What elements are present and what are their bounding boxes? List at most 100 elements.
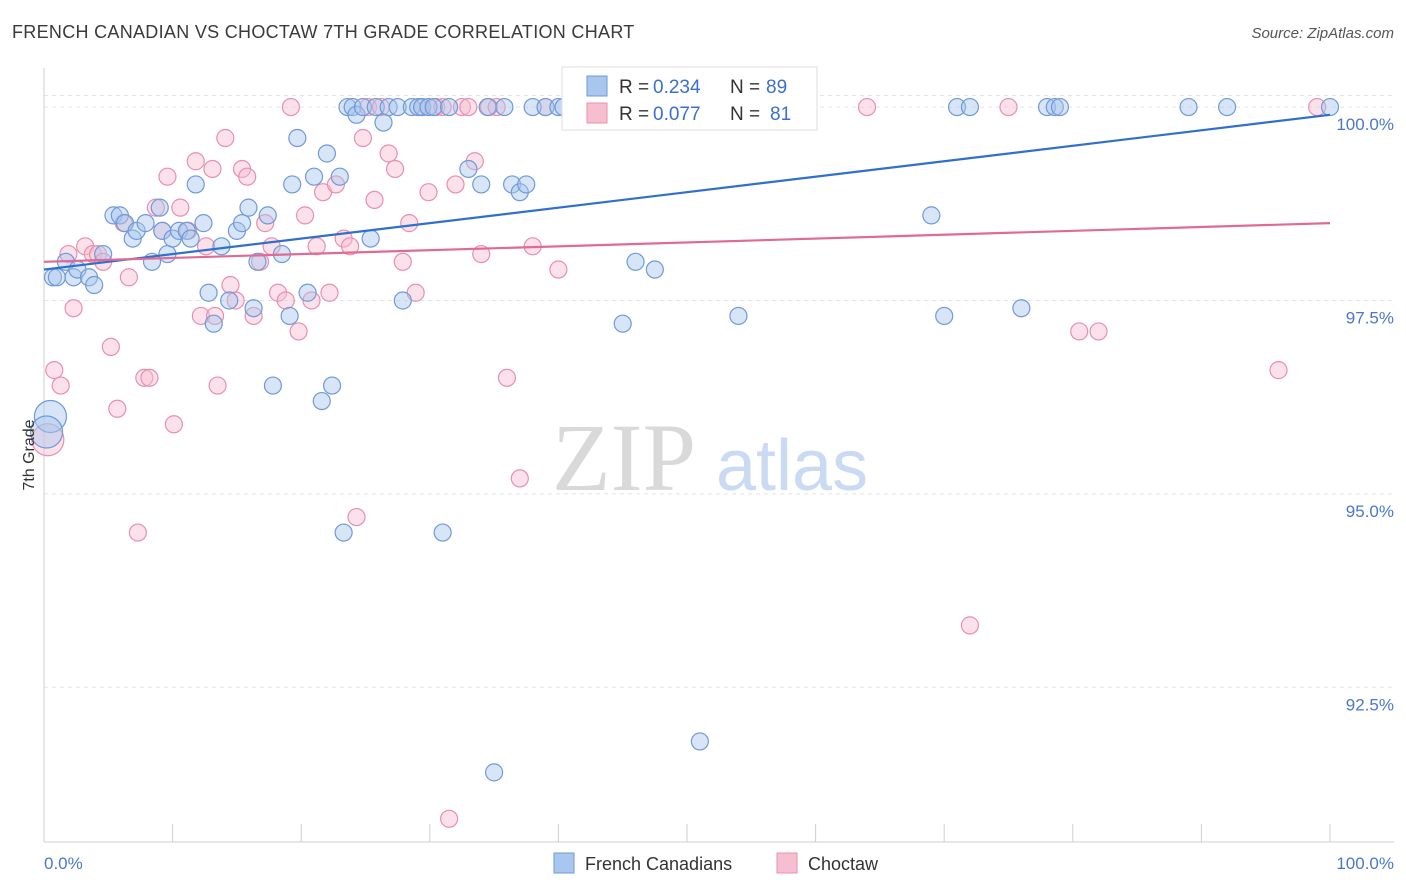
french-canadians-point-86 <box>922 206 941 225</box>
choctaw-point-49 <box>353 128 373 148</box>
choctaw-point-38 <box>281 97 301 117</box>
french-canadians-point-25 <box>204 314 223 333</box>
french-canadians-point-67 <box>495 97 514 117</box>
french-canadians-point-71 <box>523 97 542 117</box>
french-canadians-point-54 <box>388 97 407 117</box>
choctaw-point-42 <box>307 237 326 256</box>
choctaw-point-77 <box>857 97 877 117</box>
choctaw-point-56 <box>400 214 419 233</box>
french-canadians-point-59 <box>419 97 438 117</box>
french-canadians-point-33 <box>258 206 277 225</box>
french-canadians-point-92 <box>1045 97 1064 117</box>
x-axis <box>43 824 1394 843</box>
french-canadians-point-23 <box>194 214 213 233</box>
french-canadians-point-62 <box>439 97 459 117</box>
choctaw-point-74 <box>549 260 568 279</box>
zipatlas-watermark: ZIP atlas <box>552 404 868 511</box>
french-canadians-point-30 <box>239 198 258 217</box>
french-canadians-point-24 <box>199 283 218 302</box>
choctaw-point-53 <box>379 144 398 163</box>
choctaw-point-36 <box>268 283 288 302</box>
french-canadians-point-95 <box>1218 97 1237 117</box>
french-canadians-point-57 <box>409 97 428 117</box>
french-canadians-point-38 <box>288 128 307 148</box>
choctaw-point-14 <box>135 368 154 387</box>
french-canadians-point-21 <box>181 229 200 248</box>
stats-legend: R = 0.234 N = 89 R = 0.077 N = 81 <box>561 66 818 131</box>
choctaw-point-27 <box>216 128 235 148</box>
french-canadians-point-49 <box>353 97 373 117</box>
french-canadians-point-87 <box>935 306 954 326</box>
choctaw-point-44 <box>320 283 339 302</box>
french-canadians-point-93 <box>1050 97 1070 117</box>
french-canadians-point-45 <box>334 523 353 542</box>
x-tick-max: 100.0% <box>1336 854 1394 873</box>
choctaw-point-47 <box>340 237 360 256</box>
choctaw-point-26 <box>208 376 227 395</box>
choctaw-point-28 <box>221 275 240 295</box>
choctaw-point-59 <box>419 183 438 202</box>
choctaw-point-31 <box>238 167 257 186</box>
legend-r-label-1: R = <box>619 77 649 98</box>
choctaw-point-39 <box>289 322 308 341</box>
choctaw-point-29 <box>226 291 245 310</box>
trend-lines <box>43 113 1331 271</box>
french-canadians-point-41 <box>312 391 331 411</box>
french-canadians-point-36 <box>280 306 299 326</box>
legend-r-label-2: R = <box>619 104 649 125</box>
french-canadians-point-68 <box>503 175 522 194</box>
french-canadians-point-61 <box>433 523 452 542</box>
chart-title: FRENCH CANADIAN VS CHOCTAW 7TH GRADE COR… <box>12 22 635 42</box>
choctaw-point-25 <box>203 159 222 179</box>
choctaw-point-80 <box>1089 322 1108 341</box>
series-legend-swatch-blue <box>553 852 575 874</box>
series-legend-swatch-pink <box>776 852 798 874</box>
trend-line-choctaw <box>43 222 1331 263</box>
y-tick-label-0: 100.0% <box>1336 115 1394 134</box>
y-tick-label-2: 95.0% <box>1346 502 1394 521</box>
choctaw-point-18 <box>158 167 177 186</box>
french-canadians-point-13 <box>136 214 155 233</box>
french-canadians-point-31 <box>244 299 263 318</box>
series-legend-label-blue: French Canadians <box>585 854 732 874</box>
french-canadians-point-60 <box>424 97 443 117</box>
series-legend: French Canadians Choctaw <box>553 852 879 874</box>
french-canadians-point-82 <box>690 732 709 751</box>
choctaw-point-54 <box>385 159 405 179</box>
choctaw-point-84 <box>205 306 225 326</box>
trend-line-french-canadians <box>43 113 1331 271</box>
x-tick-min: 0.0% <box>44 854 83 873</box>
choctaw-point-65 <box>459 97 478 117</box>
french-canadians-point-27 <box>220 291 239 310</box>
french-canadians-point-72 <box>536 97 555 117</box>
choctaw-point-9 <box>101 337 120 356</box>
choctaw-point-79 <box>1070 322 1089 341</box>
french-canadians-point-83 <box>729 306 748 326</box>
choctaw-point-81 <box>1269 361 1288 380</box>
french-canadians-point-94 <box>1179 97 1198 117</box>
choctaw-point-37 <box>276 291 295 310</box>
choctaw-point-63 <box>446 175 465 194</box>
choctaw-point-1 <box>45 361 64 380</box>
french-canadians-point-26 <box>212 237 231 256</box>
french-canadians-point-55 <box>393 291 412 310</box>
choctaw-point-32 <box>244 306 263 326</box>
french-canadians-point-79 <box>645 260 664 279</box>
choctaw-point-24 <box>196 237 216 256</box>
series-legend-label-pink: Choctaw <box>808 854 879 874</box>
choctaw-point-70 <box>497 368 517 387</box>
french-canadians-point-42 <box>317 144 337 163</box>
french-canadians-point-78 <box>626 252 645 271</box>
legend-n-label-1: N = <box>730 77 760 98</box>
french-canadians-point-52 <box>374 113 393 132</box>
legend-n-value-1: 89 <box>766 77 787 98</box>
french-canadians-point-39 <box>298 283 317 302</box>
french-canadians-point-88 <box>947 97 967 117</box>
watermark-atlas: atlas <box>716 426 868 506</box>
choctaw-point-64 <box>452 97 472 117</box>
choctaw-point-16 <box>146 198 165 217</box>
choctaw-point-62 <box>439 809 459 828</box>
french-canadians-point-22 <box>186 175 205 194</box>
legend-swatch-blue <box>586 75 608 97</box>
